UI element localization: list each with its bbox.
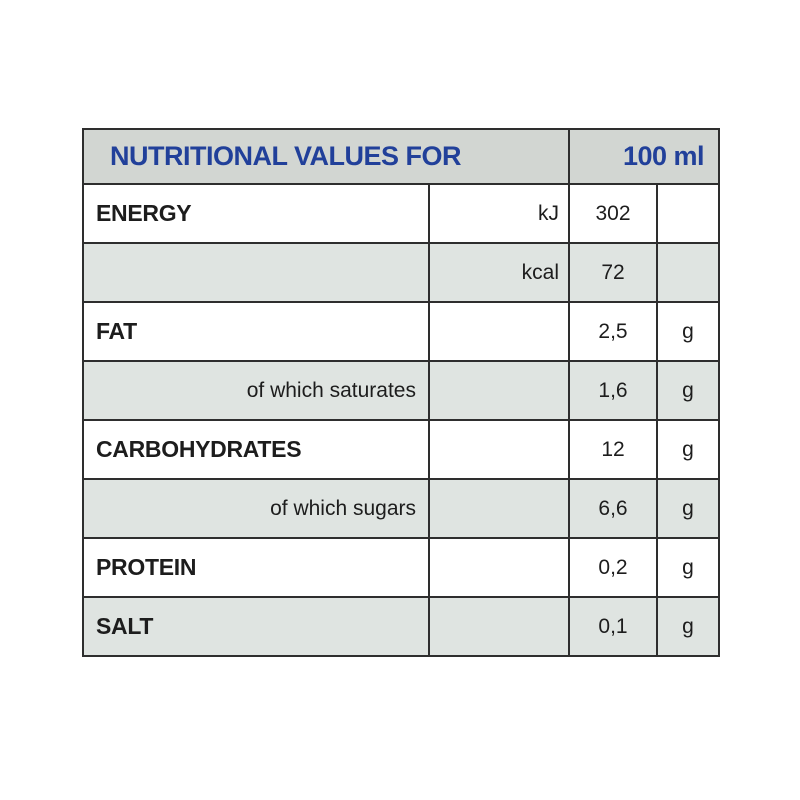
nutrient-unit bbox=[656, 242, 720, 303]
nutrient-value: 302 bbox=[568, 183, 658, 244]
table-row: kcal 72 bbox=[82, 242, 720, 303]
serving-size: 100 ml bbox=[568, 128, 720, 185]
nutrient-value: 72 bbox=[568, 242, 658, 303]
nutrient-unit: g bbox=[656, 360, 720, 421]
table-header-row: NUTRITIONAL VALUES FOR 100 ml bbox=[82, 128, 720, 185]
nutrient-label: PROTEIN bbox=[82, 537, 430, 598]
nutrient-label bbox=[82, 242, 430, 303]
nutrient-value: 2,5 bbox=[568, 301, 658, 362]
nutrient-unit: g bbox=[656, 301, 720, 362]
nutrient-label: SALT bbox=[82, 596, 430, 657]
unit-prefix bbox=[428, 537, 570, 598]
nutrient-value: 6,6 bbox=[568, 478, 658, 539]
nutrient-value: 0,2 bbox=[568, 537, 658, 598]
nutrient-value: 1,6 bbox=[568, 360, 658, 421]
nutrient-label: ENERGY bbox=[82, 183, 430, 244]
table-row: SALT 0,1 g bbox=[82, 596, 720, 657]
unit-prefix bbox=[428, 419, 570, 480]
table-row: ENERGY kJ 302 bbox=[82, 183, 720, 244]
nutrient-unit: g bbox=[656, 419, 720, 480]
nutrient-value: 0,1 bbox=[568, 596, 658, 657]
table-row: FAT 2,5 g bbox=[82, 301, 720, 362]
table-row: of which saturates 1,6 g bbox=[82, 360, 720, 421]
nutrient-unit bbox=[656, 183, 720, 244]
nutrient-unit: g bbox=[656, 537, 720, 598]
unit-prefix bbox=[428, 360, 570, 421]
nutrient-unit: g bbox=[656, 596, 720, 657]
unit-prefix bbox=[428, 478, 570, 539]
unit-prefix bbox=[428, 596, 570, 657]
nutrient-unit: g bbox=[656, 478, 720, 539]
nutrient-label: of which sugars bbox=[82, 478, 430, 539]
nutrient-label: FAT bbox=[82, 301, 430, 362]
nutrient-label: CARBOHYDRATES bbox=[82, 419, 430, 480]
nutrition-table: NUTRITIONAL VALUES FOR 100 ml ENERGY kJ 30… bbox=[82, 128, 720, 657]
table-body: ENERGY kJ 302 kcal 72 FAT 2,5 g of which saturat… bbox=[82, 183, 720, 657]
table-row: CARBOHYDRATES 12 g bbox=[82, 419, 720, 480]
unit-prefix bbox=[428, 301, 570, 362]
nutrient-value: 12 bbox=[568, 419, 658, 480]
unit-prefix: kJ bbox=[428, 183, 570, 244]
table-title: NUTRITIONAL VALUES FOR bbox=[82, 128, 570, 185]
nutrient-label: of which saturates bbox=[82, 360, 430, 421]
table-row: PROTEIN 0,2 g bbox=[82, 537, 720, 598]
table-row: of which sugars 6,6 g bbox=[82, 478, 720, 539]
unit-prefix: kcal bbox=[428, 242, 570, 303]
